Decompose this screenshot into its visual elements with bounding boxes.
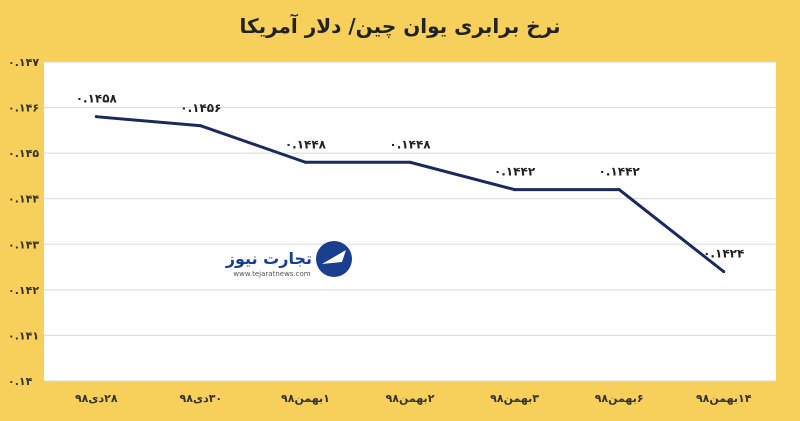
x-tick-label: ۳بهمن۹۸ [490,392,539,405]
data-label: ۰.۱۴۵۸ [76,92,118,106]
y-tick-label: ۰.۱۴۲ [8,284,39,297]
data-label: ۰.۱۴۴۲ [599,165,641,179]
x-tick-label: ۲بهمن۹۸ [386,392,435,405]
x-tick-label: ۲۸دی۹۸ [75,392,118,405]
series-layer: ۰.۱۴۵۸ ۰.۱۴۵۶ ۰.۱۴۴۸ ۰.۱۴۴۸ ۰.۱۴۴۲ ۰.۱۴۴۲ ۰.۱۴… [76,92,744,274]
data-label: ۰.۱۴۵۶ [180,101,221,115]
data-point [617,188,621,192]
plot-area [44,62,776,381]
logo-arrow-icon [322,250,346,264]
data-point [199,124,203,128]
y-tick-label: ۰.۱۴۱ [8,329,39,342]
y-axis: ۰.۱۴ ۰.۱۴۱ ۰.۱۴۲ ۰.۱۴۳ ۰.۱۴۴ ۰.۱۴۵ ۰.۱۴۶ ۰.۱۴۷ [8,56,39,388]
data-point [513,188,517,192]
chart-title: نرخ برابری یوان چین/ دلار آمریکا [239,14,561,38]
y-tick-label: ۰.۱۴۵ [8,147,39,160]
data-label: ۰.۱۴۴۸ [389,137,431,151]
x-tick-label: ۶بهمن۹۸ [595,392,644,405]
data-point [94,115,98,119]
data-label: ۰.۱۴۴۲ [494,165,536,179]
watermark-name: تجارت نیوز [225,249,312,268]
x-tick-label: ۳۰دی۹۸ [180,392,223,405]
gridlines [44,61,776,382]
y-tick-label: ۰.۱۴۳ [8,238,39,251]
data-point [408,160,412,164]
data-label: ۰.۱۴۲۴ [703,247,744,261]
x-tick-label: ۱بهمن۹۸ [281,392,330,405]
data-label: ۰.۱۴۴۸ [285,137,327,151]
y-tick-label: ۰.۱۴۶ [8,102,39,115]
y-tick-label: ۰.۱۴ [8,375,33,388]
x-axis: ۲۸دی۹۸ ۳۰دی۹۸ ۱بهمن۹۸ ۲بهمن۹۸ ۳بهمن۹۸ ۶بهمن۹۸… [75,392,752,405]
y-tick-label: ۰.۱۴۴ [8,193,39,206]
watermark-logo: تجارت نیوز www.tejaratnews.com [225,241,352,278]
data-point [303,160,307,164]
watermark-url: www.tejaratnews.com [233,270,310,278]
x-tick-label: ۱۴بهمن۹۸ [696,392,752,405]
data-point [722,270,726,274]
y-tick-label: ۰.۱۴۷ [8,56,39,69]
